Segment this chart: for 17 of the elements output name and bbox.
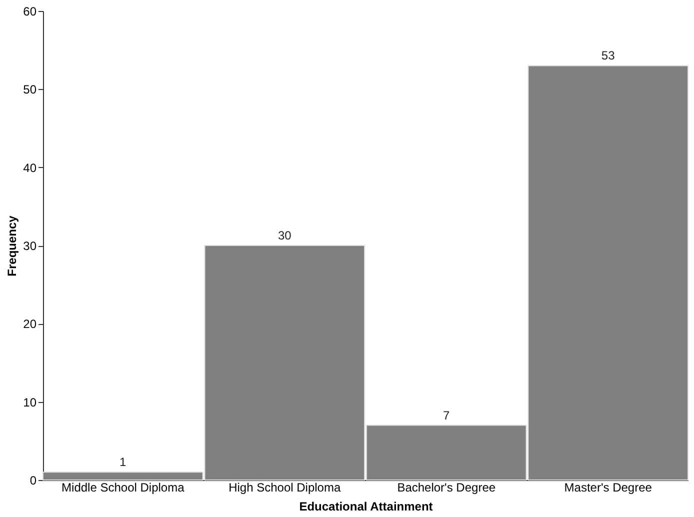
data-label: 53: [601, 48, 616, 63]
y-axis-title: Frequency: [5, 215, 20, 276]
y-tick-label: 20: [23, 317, 37, 332]
x-tick-label: Middle School Diploma: [62, 480, 185, 494]
y-tick-label: 60: [23, 4, 37, 18]
x-tick-label: High School Diploma: [228, 480, 341, 494]
y-tick-label: 0: [30, 474, 37, 488]
x-tick-label: Bachelor's Degree: [397, 480, 496, 494]
data-label: 30: [278, 228, 292, 242]
y-tick-label: 50: [23, 82, 37, 97]
x-tick-label: Master's Degree: [564, 480, 652, 494]
y-tick-label: 30: [23, 239, 37, 253]
x-axis-title: Educational Attainment: [299, 500, 433, 514]
data-label: 7: [443, 408, 450, 422]
data-label: 1: [120, 455, 127, 470]
y-tick-label: 10: [23, 395, 37, 410]
y-tick-label: 40: [23, 160, 37, 175]
